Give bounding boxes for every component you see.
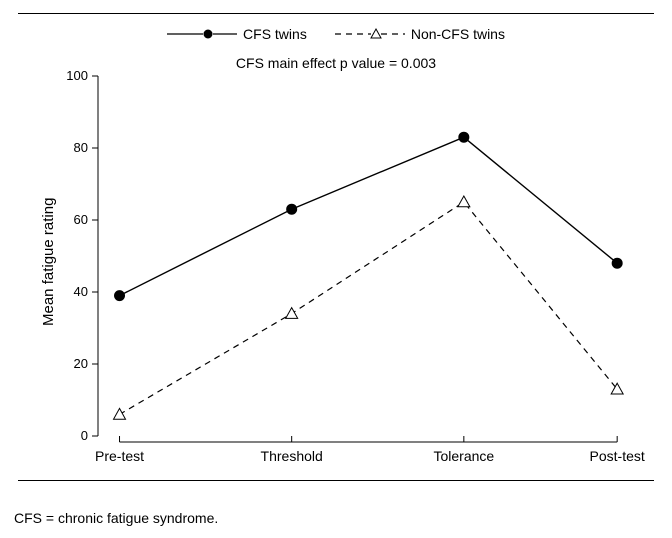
y-tick-label: 60 xyxy=(60,212,88,227)
x-tick-label: Tolerance xyxy=(433,448,494,464)
y-tick-label: 0 xyxy=(60,428,88,443)
y-axis-label: Mean fatigue rating xyxy=(40,198,57,326)
series-line xyxy=(120,202,618,414)
filled-circle-icon xyxy=(115,291,125,301)
filled-circle-icon xyxy=(287,204,297,214)
chart-figure: CFS twinsNon-CFS twins CFS main effect p… xyxy=(0,0,672,538)
filled-circle-icon xyxy=(459,132,469,142)
open-triangle-icon xyxy=(458,196,470,207)
x-tick-label: Post-test xyxy=(590,448,645,464)
filled-circle-icon xyxy=(612,258,622,268)
y-tick-label: 80 xyxy=(60,140,88,155)
x-tick-label: Threshold xyxy=(261,448,323,464)
y-tick-label: 100 xyxy=(60,68,88,83)
series-line xyxy=(120,137,618,295)
open-triangle-icon xyxy=(114,408,126,419)
footnote-text: CFS = chronic fatigue syndrome. xyxy=(14,510,218,526)
x-tick-label: Pre-test xyxy=(95,448,144,464)
footnote: CFS = chronic fatigue syndrome. xyxy=(14,510,218,526)
open-triangle-icon xyxy=(286,308,298,319)
y-tick-label: 40 xyxy=(60,284,88,299)
y-tick-label: 20 xyxy=(60,356,88,371)
